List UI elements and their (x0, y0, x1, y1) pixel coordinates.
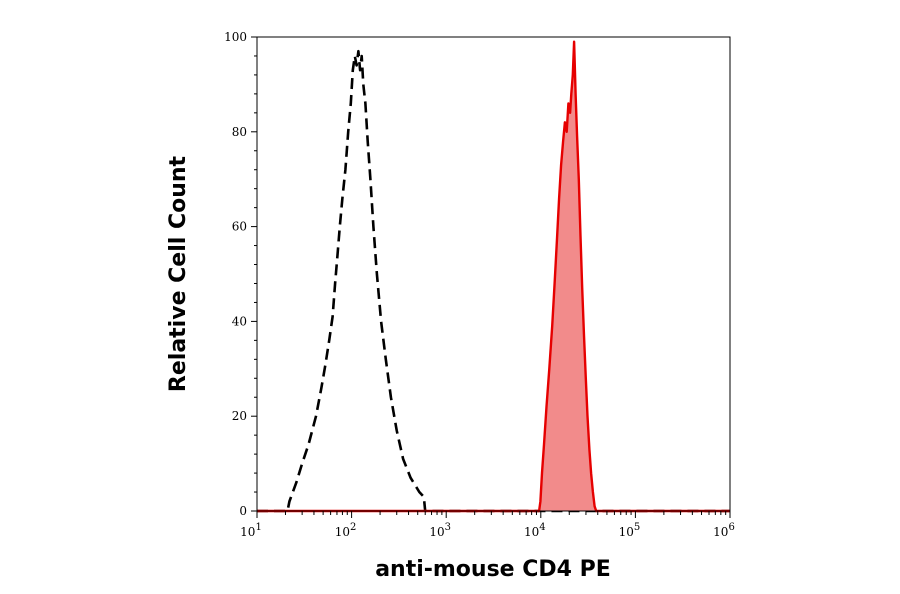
x-axis: 101 102 103 104 105 106 (240, 511, 735, 539)
y-axis-title: Relative Cell Count (166, 155, 191, 392)
series-0-line (257, 49, 730, 513)
y-tick-label: 100 (224, 30, 247, 44)
y-tick-label: 80 (232, 125, 247, 139)
x-tick-label: 105 (619, 522, 641, 539)
y-tick-label: 60 (232, 220, 247, 234)
x-tick-label: 106 (713, 522, 735, 539)
y-tick-label: 20 (232, 409, 247, 423)
x-tick-label: 102 (335, 522, 357, 539)
series-1-line (257, 40, 730, 513)
series-layer (257, 40, 730, 513)
x-tick-label: 103 (429, 522, 451, 539)
x-axis-title: anti-mouse CD4 PE (375, 557, 611, 582)
series-1-fill (257, 41, 730, 511)
y-axis: 0 20 40 60 80 100 (224, 30, 257, 518)
y-tick-label: 0 (239, 504, 247, 518)
y-tick-label: 40 (232, 314, 247, 328)
x-tick-label: 104 (524, 522, 546, 539)
plot-frame (256, 36, 731, 512)
x-tick-label: 101 (240, 522, 262, 539)
